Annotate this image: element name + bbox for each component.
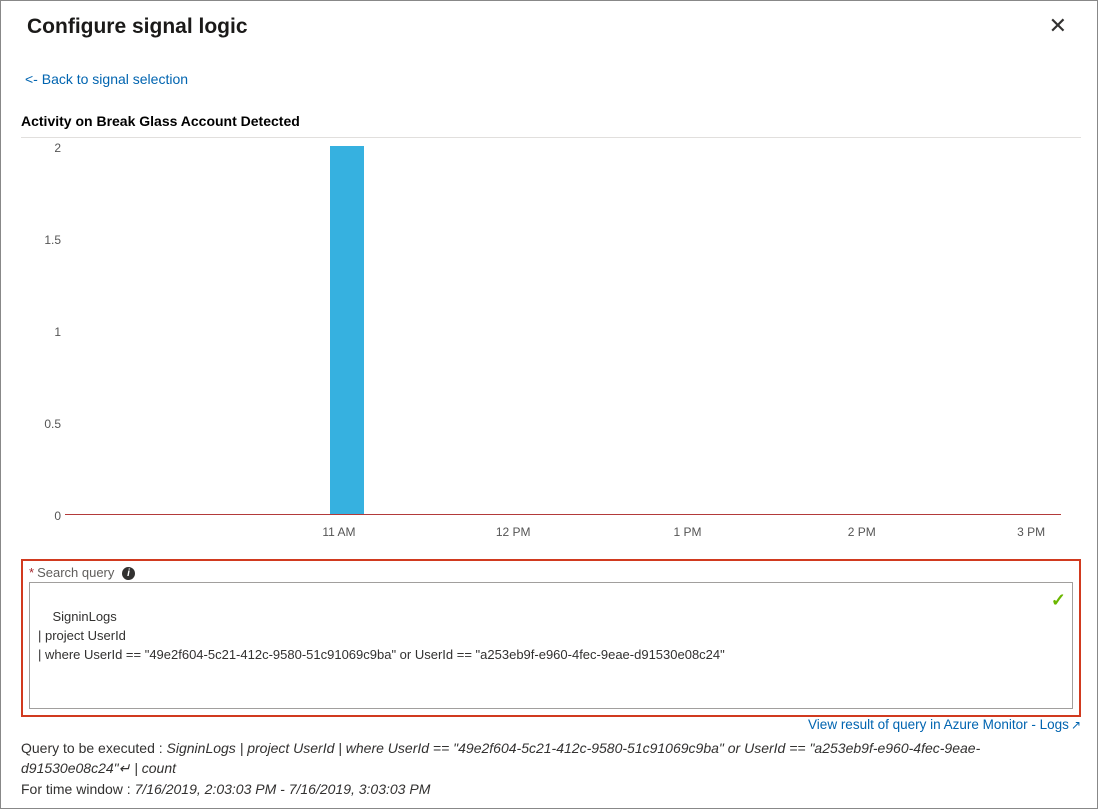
activity-chart: 0 0.5 1 1.5 2 11 AM 12 PM 1 PM 2 PM 3 PM [21,137,1081,545]
x-tick-label: 11 AM [322,525,355,539]
required-star-icon: * [29,565,34,580]
view-result-link[interactable]: View result of query in Azure Monitor - … [808,717,1081,732]
query-execution-summary: Query to be executed : SigninLogs | proj… [21,738,1081,799]
y-tick-label: 1.5 [21,233,61,247]
valid-check-icon: ✓ [1051,587,1066,613]
exec-time: 7/16/2019, 2:03:03 PM - 7/16/2019, 3:03:… [135,781,431,797]
x-tick-label: 2 PM [848,525,876,539]
back-link[interactable]: <- Back to signal selection [7,43,1091,93]
search-query-input[interactable]: SigninLogs | project UserId | where User… [29,582,1073,709]
exec-prefix: Query to be executed : [21,740,167,756]
x-tick-label: 12 PM [496,525,531,539]
y-tick-label: 2 [21,141,61,155]
external-link-icon: ↗ [1071,718,1081,732]
search-query-label: *Search query i [29,565,1073,580]
search-query-label-text: Search query [37,565,114,580]
exec-time-prefix: For time window : [21,781,135,797]
close-icon[interactable]: ✕ [1045,15,1071,37]
info-icon[interactable]: i [122,567,135,580]
y-tick-label: 0.5 [21,417,61,431]
query-text: SigninLogs | project UserId | where User… [38,609,725,662]
view-result-link-text: View result of query in Azure Monitor - … [808,717,1069,732]
y-tick-label: 0 [21,509,61,523]
page-title: Configure signal logic [27,15,248,39]
x-tick-label: 3 PM [1017,525,1045,539]
search-query-section: *Search query i SigninLogs | project Use… [21,559,1081,717]
signal-name-heading: Activity on Break Glass Account Detected [7,93,1091,137]
x-tick-label: 1 PM [673,525,701,539]
y-tick-label: 1 [21,325,61,339]
chart-bar [330,146,364,514]
